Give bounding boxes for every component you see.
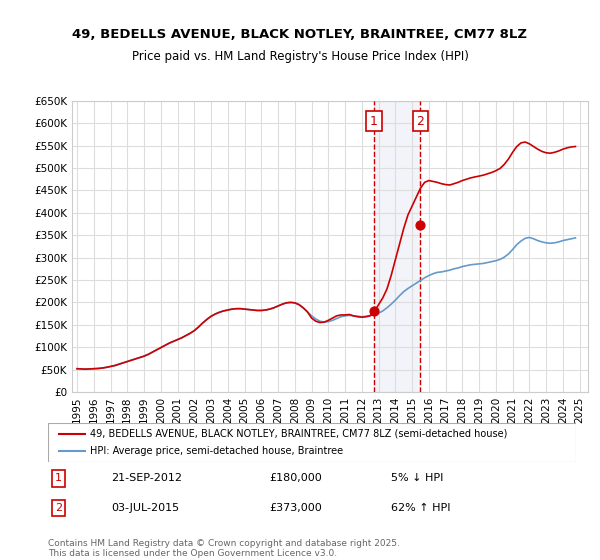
Point xyxy=(369,307,379,316)
FancyBboxPatch shape xyxy=(48,423,576,462)
Text: 62% ↑ HPI: 62% ↑ HPI xyxy=(391,503,451,513)
Text: Price paid vs. HM Land Registry's House Price Index (HPI): Price paid vs. HM Land Registry's House … xyxy=(131,50,469,63)
Text: HPI: Average price, semi-detached house, Braintree: HPI: Average price, semi-detached house,… xyxy=(90,446,343,456)
Point xyxy=(416,221,425,230)
Text: 1: 1 xyxy=(55,473,62,483)
Bar xyxy=(374,101,421,392)
Text: 49, BEDELLS AVENUE, BLACK NOTLEY, BRAINTREE, CM77 8LZ (semi-detached house): 49, BEDELLS AVENUE, BLACK NOTLEY, BRAINT… xyxy=(90,429,508,439)
Text: 49, BEDELLS AVENUE, BLACK NOTLEY, BRAINTREE, CM77 8LZ: 49, BEDELLS AVENUE, BLACK NOTLEY, BRAINT… xyxy=(73,28,527,41)
Text: 2: 2 xyxy=(55,503,62,513)
Text: 1: 1 xyxy=(370,115,378,128)
Text: 5% ↓ HPI: 5% ↓ HPI xyxy=(391,473,443,483)
Text: Contains HM Land Registry data © Crown copyright and database right 2025.
This d: Contains HM Land Registry data © Crown c… xyxy=(48,539,400,558)
Text: 03-JUL-2015: 03-JUL-2015 xyxy=(112,503,179,513)
Text: £373,000: £373,000 xyxy=(270,503,323,513)
Text: 2: 2 xyxy=(416,115,424,128)
Text: 21-SEP-2012: 21-SEP-2012 xyxy=(112,473,182,483)
Text: £180,000: £180,000 xyxy=(270,473,323,483)
